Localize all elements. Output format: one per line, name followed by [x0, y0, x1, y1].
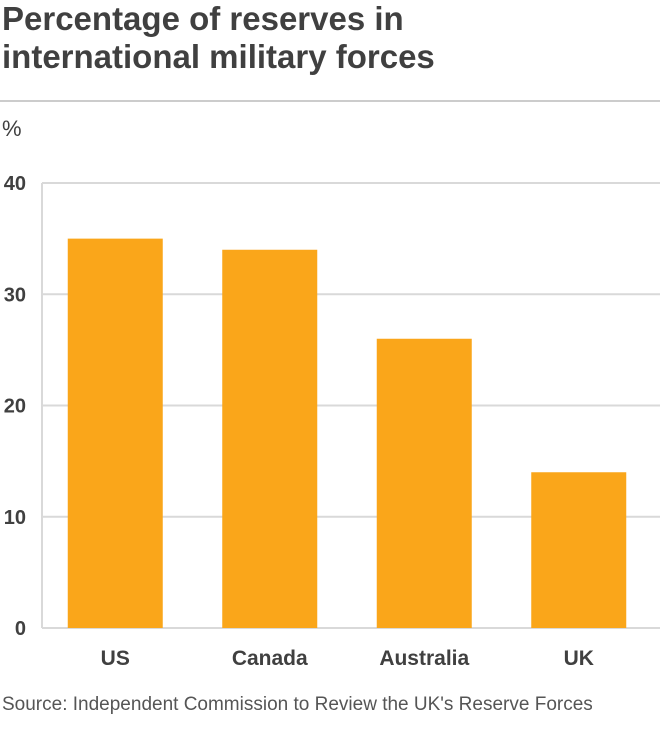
bar-chart: 0 10 20 30 40 US Canada Australia UK	[4, 173, 660, 670]
source-note: Source: Independent Commission to Review…	[2, 694, 593, 715]
y-tick-label: 30	[4, 284, 26, 306]
y-axis-unit-label: %	[2, 116, 22, 141]
x-tick-label: Australia	[379, 647, 469, 670]
chart-title-line-2: international military forces	[2, 38, 435, 75]
y-tick-label: 10	[4, 507, 26, 529]
y-tick-label: 20	[4, 396, 26, 418]
x-axis-ticks: US Canada Australia UK	[101, 647, 594, 670]
chart-title: Percentage of reserves in international …	[2, 0, 652, 76]
bar-canada	[222, 249, 318, 628]
bars	[67, 238, 627, 628]
y-tick-label: 40	[4, 173, 26, 195]
bar-us	[67, 238, 163, 628]
y-tick-label: 0	[15, 618, 26, 640]
title-divider	[0, 100, 660, 102]
bar-uk	[531, 472, 627, 628]
chart-title-line-1: Percentage of reserves in	[2, 0, 404, 37]
y-axis-ticks: 0 10 20 30 40	[4, 173, 26, 640]
x-tick-label: US	[101, 647, 130, 670]
x-tick-label: UK	[564, 647, 594, 670]
bar-australia	[376, 338, 472, 628]
x-tick-label: Canada	[232, 647, 308, 670]
